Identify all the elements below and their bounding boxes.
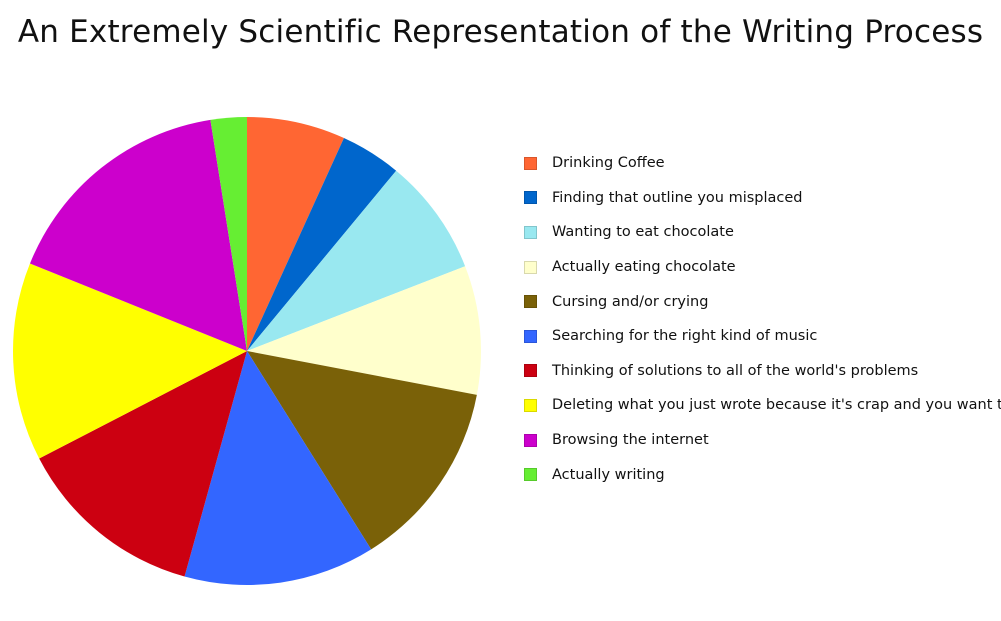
pie-slice-8 xyxy=(13,263,248,459)
legend-item: Thinking of solutions to all of the worl… xyxy=(524,354,994,389)
legend-item: Deleting what you just wrote because it'… xyxy=(524,388,1001,423)
legend-item: Browsing the internet xyxy=(524,423,994,458)
pie-slice-4 xyxy=(247,266,482,395)
legend-label: Wanting to eat chocolate xyxy=(552,224,734,241)
legend-swatch xyxy=(524,398,537,412)
pie-slice-7 xyxy=(39,351,248,577)
pie-slice-3 xyxy=(247,170,466,351)
legend-label: Cursing and/or crying xyxy=(552,293,709,310)
legend-swatch xyxy=(524,468,537,482)
legend-label: Drinking Coffee xyxy=(552,155,665,172)
legend-swatch xyxy=(524,329,537,343)
legend: Drinking Coffee Finding that outline you … xyxy=(524,146,1001,492)
legend-swatch xyxy=(524,295,537,309)
legend-swatch xyxy=(524,260,537,274)
pie-slice-1 xyxy=(247,117,344,351)
legend-item: Cursing and/or crying xyxy=(524,284,994,319)
pie-slice-5 xyxy=(247,351,477,550)
legend-label: Finding that outline you misplaced xyxy=(552,189,803,206)
pie-slice-9 xyxy=(29,119,248,351)
legend-swatch xyxy=(524,433,537,447)
legend-swatch xyxy=(524,225,537,239)
legend-item: Finding that outline you misplaced xyxy=(524,181,994,216)
legend-swatch xyxy=(524,156,537,170)
legend-label: Thinking of solutions to all of the worl… xyxy=(552,362,919,379)
legend-label: Actually eating chocolate xyxy=(552,259,736,276)
legend-item: Actually writing xyxy=(524,457,994,492)
chart-title: An Extremely Scientific Representation o… xyxy=(17,14,984,50)
legend-item: Actually eating chocolate xyxy=(524,250,994,285)
legend-swatch xyxy=(524,191,537,205)
legend-label: Actually writing xyxy=(552,466,665,483)
pie-slice-10 xyxy=(210,117,247,351)
legend-item: Searching for the right kind of music xyxy=(524,319,994,354)
legend-item: Wanting to eat chocolate xyxy=(524,215,994,250)
pie-slice-6 xyxy=(184,351,372,586)
legend-item: Drinking Coffee xyxy=(524,146,994,181)
legend-label: Browsing the internet xyxy=(552,432,709,449)
pie-slice-2 xyxy=(247,138,397,351)
legend-label: Searching for the right kind of music xyxy=(552,328,818,345)
legend-swatch xyxy=(524,364,537,378)
legend-label: Deleting what you just wrote because it'… xyxy=(552,397,1001,414)
